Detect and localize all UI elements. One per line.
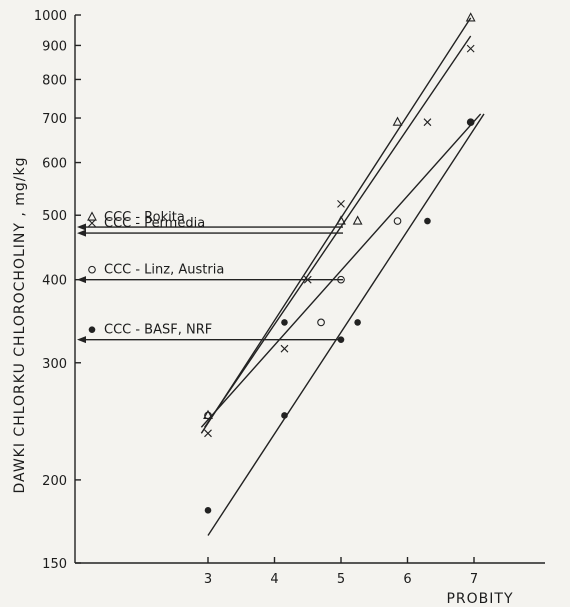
point-series-2 (317, 318, 325, 327)
x-tick-label: 5 (337, 572, 345, 587)
fit-line-0 (200, 17, 472, 434)
legend-marker-3 (88, 326, 96, 333)
point-series-3 (281, 319, 288, 326)
y-tick-label: 700 (42, 112, 67, 127)
point-series-1 (303, 275, 312, 284)
x-tick-label: 3 (204, 572, 212, 587)
point-series-1 (204, 429, 212, 438)
y-tick-label: 200 (42, 474, 67, 489)
point-series-0 (352, 215, 363, 225)
point-series-2 (337, 275, 345, 284)
ld50-arrowhead-1 (77, 229, 86, 237)
x-axis-title: PROBITY (446, 591, 513, 607)
ld50-arrowhead-3 (77, 336, 86, 344)
point-series-3 (204, 507, 212, 514)
point-series-3 (467, 118, 474, 126)
point-series-1 (466, 44, 475, 53)
point-series-3 (281, 412, 288, 419)
fit-line-1 (204, 35, 472, 428)
x-tick-label: 7 (470, 572, 478, 587)
x-tick-labels: 3 4 5 6 7 (204, 557, 478, 587)
ld50-arrowhead-0 (77, 223, 86, 231)
y-tick-label: 900 (42, 39, 67, 54)
y-axis-title: DAWKI CHLORKU CHLOROCHOLINY , mg/kg (12, 156, 28, 493)
y-tick-label: 150 (42, 557, 67, 572)
data-markers (203, 12, 476, 514)
point-series-2 (393, 217, 402, 225)
legend-label-1: CCC - Permedia (104, 216, 205, 231)
point-series-2 (204, 411, 212, 420)
fit-line-3 (207, 113, 485, 536)
point-series-0 (465, 12, 476, 22)
legend-label-3: CCC - BASF, NRF (104, 323, 212, 338)
ld50-arrows (77, 223, 343, 344)
legend-label-0: CCC - Rokita (104, 210, 185, 225)
ld50-arrowhead-2 (77, 276, 86, 284)
point-series-3 (354, 319, 361, 326)
y-tick-labels: 150 200 300 400 500 600 700 800 900 1000 (34, 9, 81, 572)
point-series-0 (392, 116, 403, 126)
point-series-0 (336, 215, 346, 225)
point-series-3 (337, 336, 345, 343)
legend-marker-1 (88, 219, 96, 227)
fit-line-2 (200, 113, 482, 428)
x-tick-label: 4 (270, 572, 278, 587)
y-tick-label: 1000 (34, 9, 67, 24)
point-series-1 (280, 344, 289, 353)
point-series-1 (423, 118, 432, 127)
point-series-3 (424, 217, 431, 225)
y-tick-label: 400 (42, 274, 67, 289)
y-tick-label: 800 (42, 73, 67, 88)
axes (74, 15, 545, 564)
point-series-1 (337, 200, 345, 208)
x-tick-label: 6 (403, 572, 411, 587)
y-tick-label: 600 (42, 157, 67, 172)
legend-marker-2 (88, 265, 96, 274)
legend-label-2: CCC - Linz, Austria (104, 263, 224, 278)
y-tick-label: 300 (42, 357, 67, 372)
y-tick-label: 500 (42, 209, 67, 224)
fit-lines (200, 17, 485, 536)
legend-marker-0 (87, 211, 97, 221)
